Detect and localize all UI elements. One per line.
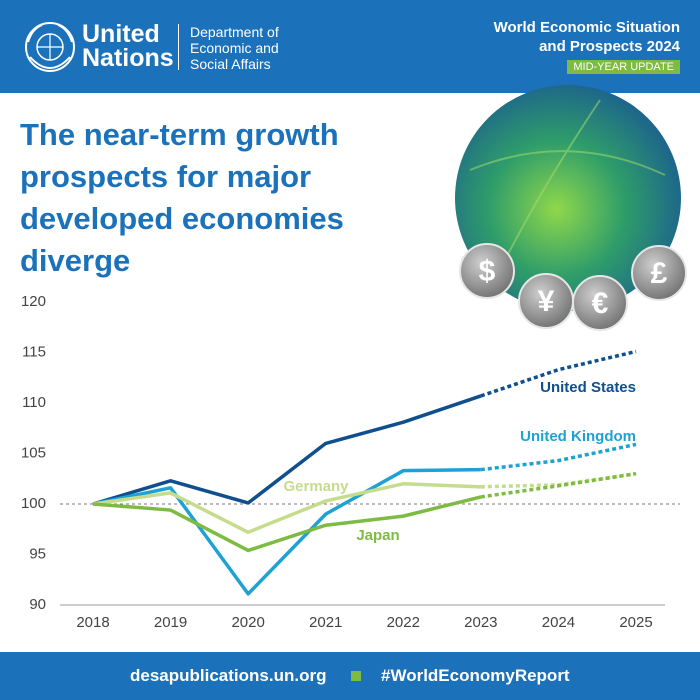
x-tick-label: 2025 [619, 614, 652, 631]
coin-symbol: ¥ [538, 285, 555, 318]
chart-title: The near-term growth prospects for major… [20, 117, 344, 278]
series-line [92, 482, 481, 535]
header: United Nations Department of Economic an… [0, 0, 700, 93]
y-tick-label: 95 [29, 545, 46, 562]
x-tick-label: 2020 [231, 614, 264, 631]
coin [631, 245, 687, 301]
y-tick-label: 115 [22, 343, 46, 360]
report-name: World Economic Situation and Prospects 2… [494, 18, 680, 75]
x-tick-label: 2022 [387, 614, 420, 631]
coin-symbol: $ [479, 255, 496, 288]
org-line: Nations [82, 44, 174, 72]
series-label: Germany [283, 478, 349, 495]
x-tick-label: 2024 [542, 614, 575, 631]
un-logo [25, 22, 75, 72]
dept-line: Social Affairs [190, 56, 271, 72]
x-tick-label: 2018 [76, 614, 109, 631]
report-line: World Economic Situation [493, 19, 680, 36]
footer-hashtag: #WorldEconomyReport [381, 666, 570, 685]
series-label: Japan [356, 527, 399, 544]
series-line [92, 467, 481, 596]
org-line: United [82, 20, 160, 48]
y-tick-label: 105 [21, 444, 46, 461]
series-label: United Kingdom [520, 428, 636, 445]
series-label: United States [540, 379, 636, 396]
coin [572, 275, 628, 331]
forecast-line [480, 349, 637, 398]
globe [455, 85, 681, 311]
y-tick-label: 120 [21, 293, 46, 310]
chart: $ ¥ € £90 95 100 105 110 115 120 2018 2019 2020 2021 2… [21, 85, 687, 631]
y-tick-label: 100 [21, 495, 46, 512]
badge: MID-YEAR UPDATE [567, 60, 680, 74]
forecast-line [480, 442, 637, 472]
coin-symbol: £ [651, 257, 668, 290]
footer: desapublications.un.org #WorldEconomyRep… [0, 652, 700, 700]
dept-line: Department of [190, 24, 279, 40]
series-line [92, 394, 482, 506]
y-tick-label: 110 [22, 394, 46, 411]
footer-site: desapublications.un.org [130, 666, 327, 685]
y-tick-label: 90 [29, 596, 46, 613]
series-line [92, 495, 482, 553]
forecast-line [480, 471, 637, 499]
x-tick-label: 2021 [309, 614, 342, 631]
org-name: United Nations [82, 20, 174, 72]
x-tick-label: 2023 [464, 614, 497, 631]
coin-symbol: € [592, 287, 609, 320]
coin [459, 243, 515, 299]
x-tick-label: 2019 [154, 614, 187, 631]
dept-line: Economic and [190, 40, 279, 56]
dept-name: Department of Economic and Social Affair… [190, 24, 279, 72]
report-line: and Prospects 2024 [539, 38, 680, 55]
